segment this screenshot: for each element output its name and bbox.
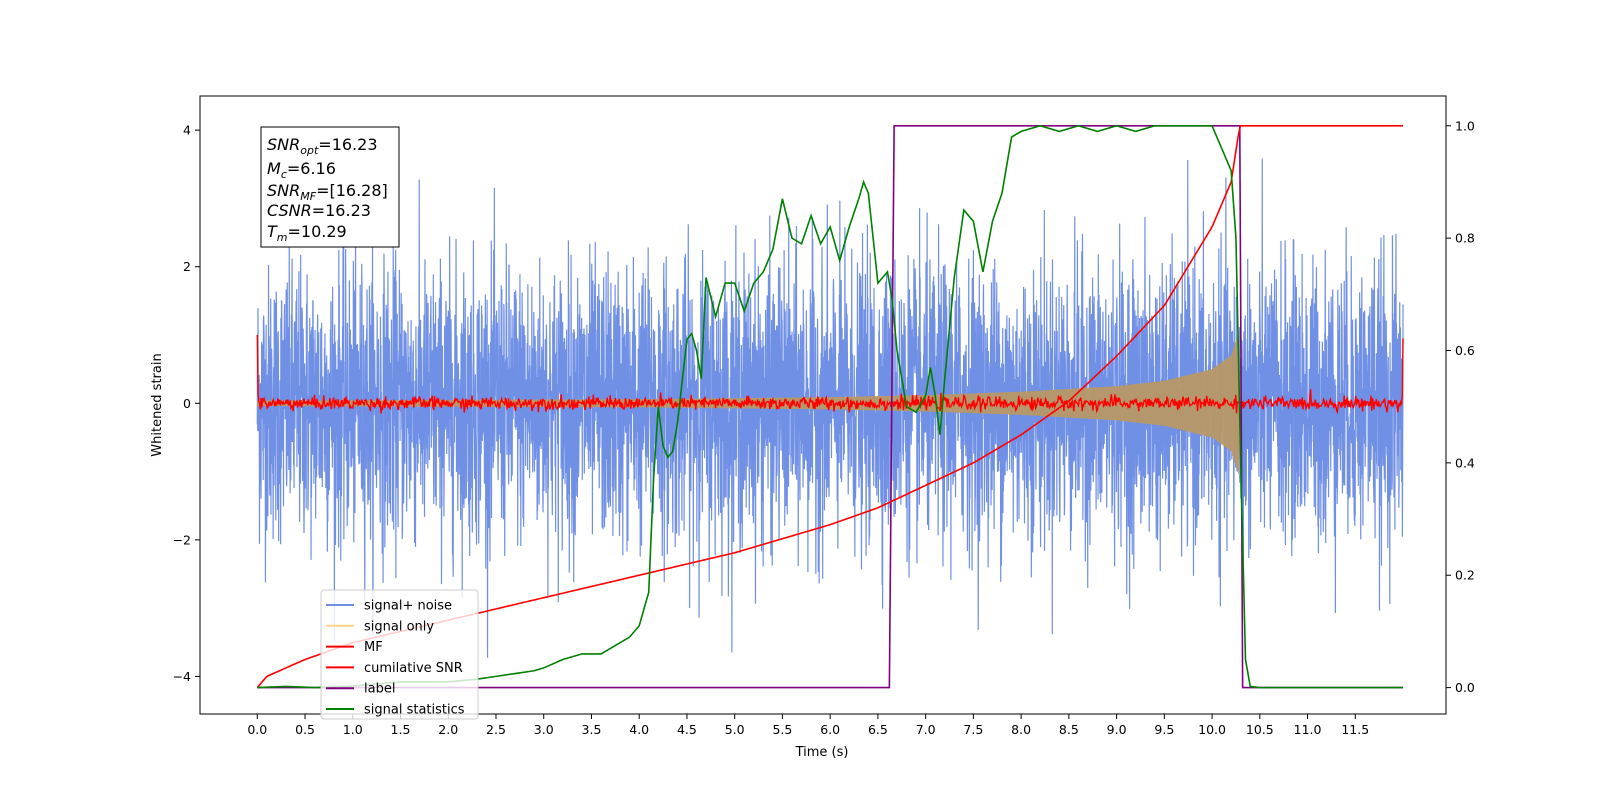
x-tick-label: 8.5 [1059,722,1079,737]
series-signal-statistics [257,124,1404,689]
x-tick-label: 5.5 [772,722,792,737]
y2-tick-label: 0.8 [1455,231,1475,246]
y2-tick-label: 0.0 [1455,680,1475,695]
legend-entry: label [364,682,395,697]
x-tick-label: 1.0 [343,722,363,737]
x-tick-label: 0.5 [295,722,315,737]
x-tick-label: 0.0 [247,722,267,737]
x-axis: 0.0 0.5 1.0 1.5 2.0 2.5 3.0 3.5 4.0 4.5 5.0 5.5 6.0 6… [247,714,1369,737]
x-tick-label: 5.0 [725,722,745,737]
x-tick-label: 2.0 [438,722,458,737]
legend-entry: signal only [364,619,434,634]
annotation-snr-mf: SNRMF=[16.28] [267,181,388,203]
y-axis-right: 1.0 0.8 0.6 0.4 0.2 0.0 [1446,118,1475,695]
y2-tick-label: 1.0 [1455,118,1475,133]
x-tick-label: 4.5 [677,722,697,737]
y-axis-label: Whitened strain [150,353,165,456]
y-tick-label: 4 [183,123,191,138]
y-tick-label: 0 [183,396,191,411]
legend-entry: signal+ noise [364,599,452,614]
legend-entry: signal statistics [364,703,465,718]
annotation-box: SNRopt=16.23 Mc=6.16 SNRMF=[16.28] CSNR=… [260,126,400,248]
x-tick-label: 9.5 [1154,722,1174,737]
x-tick-label: 8.0 [1011,722,1031,737]
series-mf [256,335,1404,415]
x-tick-label: 1.5 [391,722,411,737]
x-tick-label: 6.5 [868,722,888,737]
y-tick-label: −2 [173,532,191,547]
annotation-mc: Mc=6.16 [267,159,336,181]
x-axis-label: Time (s) [795,745,849,760]
x-tick-label: 4.0 [629,722,649,737]
annotation-snr-opt: SNRopt=16.23 [267,135,378,157]
y2-tick-label: 0.4 [1455,455,1475,470]
x-tick-label: 10.0 [1198,722,1226,737]
legend: signal+ noise signal only MF cumilative SNR… [320,589,479,720]
x-tick-label: 11.5 [1341,722,1369,737]
x-tick-label: 3.5 [582,722,602,737]
x-tick-label: 7.5 [963,722,983,737]
x-tick-label: 2.5 [486,722,506,737]
legend-entry: MF [364,640,383,655]
y2-tick-label: 0.2 [1455,568,1475,583]
y-tick-label: 2 [183,259,191,274]
x-tick-label: 11.0 [1294,722,1322,737]
y2-tick-label: 0.6 [1455,343,1475,358]
legend-entry: cumilative SNR [364,661,463,676]
x-tick-label: 10.5 [1246,722,1274,737]
annotation-csnr: CSNR=16.23 [267,201,371,220]
plot-frame [199,95,1447,715]
y-axis-left: 4 2 0 −2 −4 [173,123,200,684]
x-tick-label: 7.0 [916,722,936,737]
x-tick-label: 9.0 [1107,722,1127,737]
y-tick-label: −4 [173,669,191,684]
x-tick-label: 6.0 [820,722,840,737]
annotation-tm: Tm=10.29 [267,222,347,244]
x-tick-label: 3.0 [534,722,554,737]
